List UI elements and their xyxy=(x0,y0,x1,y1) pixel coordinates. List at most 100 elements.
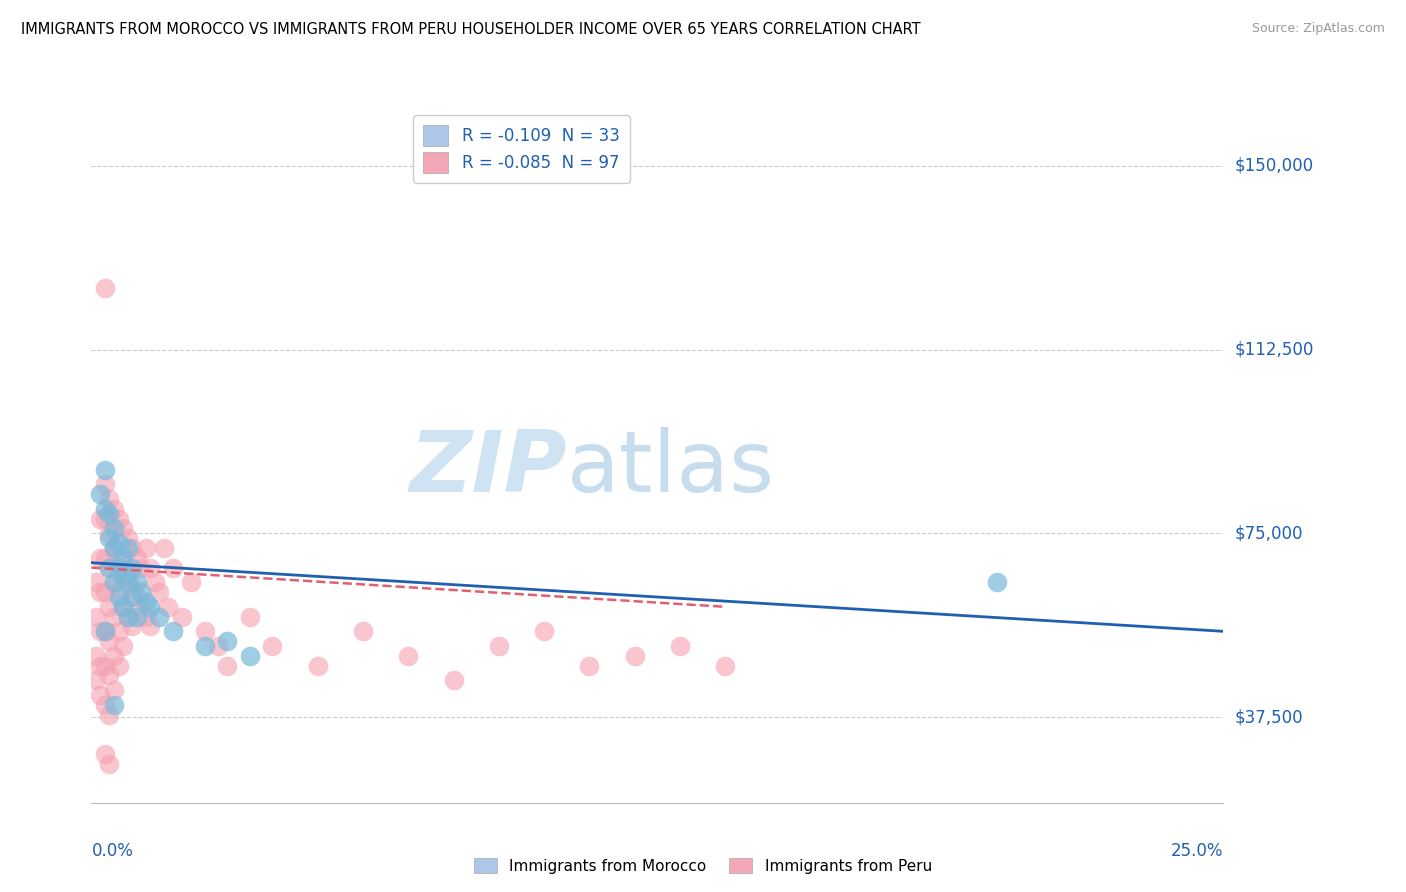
Point xyxy=(307,658,329,673)
Point xyxy=(117,575,139,590)
Point xyxy=(129,560,152,574)
Point xyxy=(148,585,170,599)
Point xyxy=(89,511,111,525)
Point xyxy=(986,575,1008,590)
Point xyxy=(129,585,152,599)
Point xyxy=(112,521,135,535)
Point xyxy=(117,531,139,545)
Point xyxy=(193,624,217,639)
Point xyxy=(112,550,135,565)
Point xyxy=(239,648,262,663)
Point xyxy=(143,575,166,590)
Point xyxy=(112,560,135,574)
Text: Source: ZipAtlas.com: Source: ZipAtlas.com xyxy=(1251,22,1385,36)
Legend: R = -0.109  N = 33, R = -0.085  N = 97: R = -0.109 N = 33, R = -0.085 N = 97 xyxy=(413,115,630,183)
Point xyxy=(121,541,143,555)
Point xyxy=(125,609,148,624)
Point xyxy=(117,541,139,555)
Text: $37,500: $37,500 xyxy=(1234,708,1303,726)
Point xyxy=(103,541,125,555)
Point xyxy=(98,599,121,614)
Point xyxy=(121,619,143,633)
Point xyxy=(578,658,600,673)
Point xyxy=(94,747,117,761)
Point xyxy=(98,526,121,541)
Point xyxy=(112,599,135,614)
Point xyxy=(262,639,284,653)
Text: 0.0%: 0.0% xyxy=(91,842,134,860)
Point xyxy=(162,624,184,639)
Point xyxy=(107,560,129,574)
Point xyxy=(103,683,125,698)
Point xyxy=(139,619,162,633)
Point xyxy=(103,575,125,590)
Point xyxy=(89,585,111,599)
Point xyxy=(107,624,129,639)
Point xyxy=(125,550,148,565)
Point xyxy=(396,648,419,663)
Point xyxy=(107,585,129,599)
Point xyxy=(714,658,737,673)
Point xyxy=(207,639,229,653)
Point xyxy=(107,590,129,604)
Text: $150,000: $150,000 xyxy=(1234,157,1313,175)
Point xyxy=(103,521,125,535)
Point xyxy=(103,501,125,516)
Point xyxy=(89,624,111,639)
Point xyxy=(117,570,139,584)
Point xyxy=(98,756,121,771)
Point xyxy=(623,648,645,663)
Point xyxy=(94,501,117,516)
Point xyxy=(94,511,117,525)
Point xyxy=(107,550,129,565)
Point xyxy=(117,609,139,624)
Point xyxy=(180,575,202,590)
Point xyxy=(98,491,121,506)
Point xyxy=(107,511,129,525)
Point xyxy=(139,599,162,614)
Point xyxy=(94,281,117,295)
Point xyxy=(170,609,193,624)
Point xyxy=(98,668,121,682)
Point xyxy=(98,560,121,574)
Point xyxy=(84,673,107,688)
Point xyxy=(139,560,162,574)
Point xyxy=(103,541,125,555)
Point xyxy=(352,624,374,639)
Point xyxy=(669,639,692,653)
Legend: Immigrants from Morocco, Immigrants from Peru: Immigrants from Morocco, Immigrants from… xyxy=(468,852,938,880)
Point xyxy=(121,560,143,574)
Point xyxy=(84,648,107,663)
Point xyxy=(157,599,180,614)
Point xyxy=(112,639,135,653)
Point xyxy=(89,550,111,565)
Point xyxy=(103,698,125,712)
Point xyxy=(162,560,184,574)
Point xyxy=(84,575,107,590)
Point xyxy=(103,609,125,624)
Point xyxy=(94,658,117,673)
Point xyxy=(98,531,121,545)
Point xyxy=(89,487,111,501)
Point xyxy=(94,550,117,565)
Point xyxy=(239,609,262,624)
Point xyxy=(117,609,139,624)
Point xyxy=(94,698,117,712)
Text: ZIP: ZIP xyxy=(409,427,567,510)
Point xyxy=(94,624,117,639)
Point xyxy=(125,575,148,590)
Point xyxy=(94,462,117,476)
Point xyxy=(121,590,143,604)
Point xyxy=(148,609,170,624)
Point xyxy=(488,639,510,653)
Text: atlas: atlas xyxy=(567,427,775,510)
Point xyxy=(89,688,111,702)
Point xyxy=(98,560,121,574)
Point xyxy=(89,658,111,673)
Point xyxy=(84,609,107,624)
Point xyxy=(217,658,239,673)
Point xyxy=(533,624,555,639)
Point xyxy=(121,580,143,594)
Text: IMMIGRANTS FROM MOROCCO VS IMMIGRANTS FROM PERU HOUSEHOLDER INCOME OVER 65 YEARS: IMMIGRANTS FROM MOROCCO VS IMMIGRANTS FR… xyxy=(21,22,921,37)
Point xyxy=(112,570,135,584)
